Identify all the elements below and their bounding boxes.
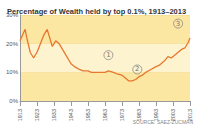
svg-text:1913: 1913	[17, 109, 23, 121]
svg-text:1: 1	[106, 51, 110, 59]
svg-text:10%: 10%	[6, 69, 19, 75]
svg-text:1993: 1993	[153, 109, 159, 121]
svg-text:1983: 1983	[136, 109, 142, 121]
svg-text:1923: 1923	[34, 109, 40, 121]
svg-text:2: 2	[135, 65, 139, 73]
svg-text:1943: 1943	[68, 109, 74, 121]
svg-text:20%: 20%	[6, 41, 19, 47]
svg-text:2003: 2003	[170, 109, 176, 121]
svg-text:1933: 1933	[51, 109, 57, 121]
svg-text:2013: 2013	[187, 109, 193, 121]
svg-text:SOURCE: SAEZ-ZUCMAN: SOURCE: SAEZ-ZUCMAN	[132, 118, 193, 125]
svg-text:0%: 0%	[9, 98, 18, 104]
svg-text:1963: 1963	[102, 109, 108, 121]
svg-text:3: 3	[176, 20, 180, 28]
svg-text:Percentage of Wealth held by t: Percentage of Wealth held by top 0.1%, 1…	[7, 7, 186, 16]
svg-text:1973: 1973	[119, 109, 125, 121]
svg-text:1953: 1953	[85, 109, 91, 121]
